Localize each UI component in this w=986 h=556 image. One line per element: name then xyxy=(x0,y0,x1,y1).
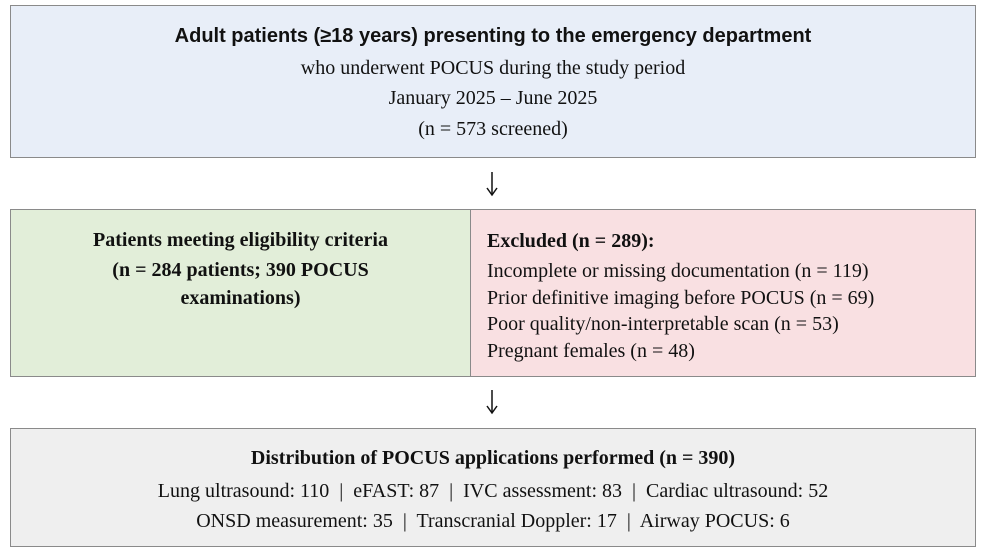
eligible-detail: (n = 284 patients; 390 POCUS examination… xyxy=(112,259,369,309)
eligible-box: Patients meeting eligibility criteria (n… xyxy=(10,209,471,377)
distribution-line: ONSD measurement: 35 | Transcranial Dopp… xyxy=(196,510,790,532)
excluded-item: Incomplete or missing documentation (n =… xyxy=(487,260,869,282)
top-line: January 2025 – June 2025 xyxy=(388,87,598,109)
distribution-box: Distribution of POCUS applications perfo… xyxy=(10,428,976,547)
excluded-title: Excluded (n = 289): xyxy=(487,230,655,252)
top-title: Adult patients (≥18 years) presenting to… xyxy=(174,25,812,47)
arrow-head xyxy=(486,405,498,415)
excluded-item: Prior definitive imaging before POCUS (n… xyxy=(487,287,875,309)
distribution-title: Distribution of POCUS applications perfo… xyxy=(250,447,736,469)
arrow-head xyxy=(486,187,498,197)
distribution-line: Lung ultrasound: 110 | eFAST: 87 | IVC a… xyxy=(157,480,829,502)
excluded-item: Pregnant females (n = 48) xyxy=(487,340,695,362)
eligible-title: Patients meeting eligibility criteria xyxy=(93,229,388,251)
top-box: Adult patients (≥18 years) presenting to… xyxy=(10,5,976,158)
top-line: (n = 573 screened) xyxy=(418,118,568,140)
top-line: who underwent POCUS during the study per… xyxy=(300,57,686,79)
excluded-item: Poor quality/non-interpretable scan (n =… xyxy=(487,313,839,335)
excluded-box: Excluded (n = 289): Incomplete or missin… xyxy=(470,209,976,377)
